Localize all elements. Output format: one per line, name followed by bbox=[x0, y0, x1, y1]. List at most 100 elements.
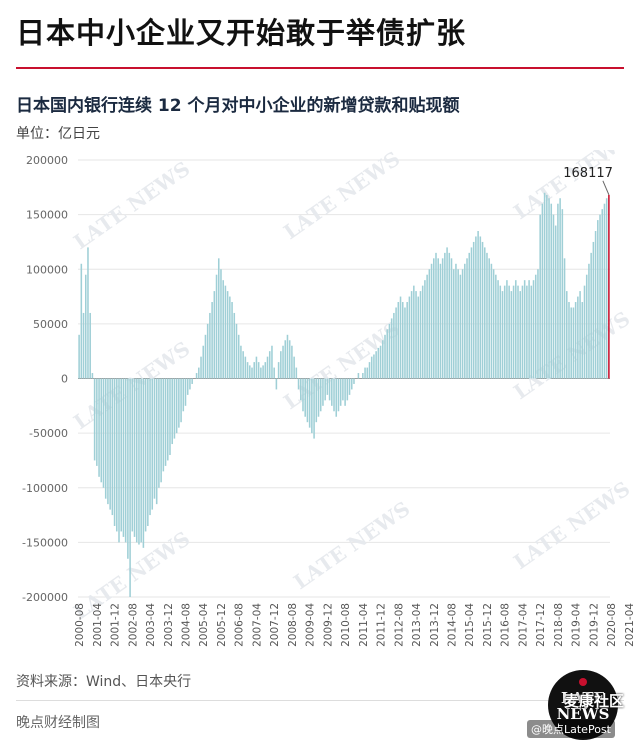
bar bbox=[373, 354, 375, 379]
x-tick-label: 2007-12 bbox=[269, 603, 281, 647]
bar bbox=[291, 345, 293, 379]
bar bbox=[171, 378, 173, 445]
watermark-en: @晚点LatePost bbox=[527, 720, 615, 738]
watermark-cn: 麦康社区 bbox=[564, 692, 625, 710]
bar bbox=[546, 194, 548, 379]
bar bbox=[333, 378, 335, 412]
bar bbox=[328, 378, 331, 401]
bar-chart: LATE NEWS LATE NEWS LATE NEWS LATE NEWS LATE… bbox=[22, 150, 636, 647]
bar bbox=[118, 378, 120, 543]
late-news-logo: LATE NEWS bbox=[548, 670, 618, 740]
bar bbox=[446, 247, 448, 379]
bar bbox=[401, 302, 404, 379]
bar bbox=[166, 378, 169, 461]
bar bbox=[594, 231, 597, 379]
bar bbox=[439, 263, 442, 379]
bar bbox=[537, 269, 539, 379]
bar bbox=[506, 280, 508, 379]
x-tick-label: 2017-12 bbox=[535, 603, 547, 647]
bar bbox=[244, 356, 247, 379]
bar bbox=[346, 378, 349, 401]
bar bbox=[521, 285, 524, 379]
bar bbox=[344, 378, 346, 406]
y-tick-label: -50000 bbox=[29, 427, 68, 440]
bar bbox=[519, 291, 522, 379]
bar bbox=[184, 378, 187, 406]
bar bbox=[430, 263, 433, 379]
bar bbox=[350, 378, 353, 390]
y-tick-label: 100000 bbox=[26, 263, 68, 276]
bar bbox=[508, 285, 510, 379]
bar bbox=[173, 378, 176, 439]
bar bbox=[273, 367, 275, 379]
bar bbox=[299, 378, 302, 401]
bar bbox=[180, 378, 182, 423]
x-tick-label: 2019-04 bbox=[571, 603, 583, 647]
bar bbox=[601, 209, 604, 379]
x-tick-label: 2004-08 bbox=[181, 603, 193, 647]
bar bbox=[326, 378, 329, 395]
bar bbox=[501, 291, 504, 379]
bar bbox=[410, 291, 413, 379]
bar bbox=[534, 274, 537, 379]
bar bbox=[249, 365, 251, 379]
bar bbox=[464, 263, 466, 379]
bar bbox=[78, 334, 80, 379]
x-tick-label: 2018-08 bbox=[553, 603, 565, 647]
bar bbox=[297, 378, 300, 390]
bar bbox=[277, 362, 280, 379]
bar bbox=[437, 258, 439, 379]
bar bbox=[548, 198, 550, 379]
bar bbox=[262, 365, 264, 379]
y-tick-label: -100000 bbox=[22, 482, 68, 495]
bar bbox=[577, 296, 579, 379]
bar bbox=[335, 378, 338, 417]
bar bbox=[435, 252, 437, 379]
footer-divider bbox=[16, 700, 624, 701]
bar bbox=[268, 351, 271, 379]
bar bbox=[488, 258, 490, 379]
bar bbox=[472, 241, 475, 379]
bar bbox=[382, 340, 384, 379]
x-tick-label: 2009-12 bbox=[322, 603, 334, 647]
bar bbox=[144, 378, 147, 532]
bar bbox=[231, 302, 233, 379]
bar bbox=[138, 378, 140, 545]
bar bbox=[441, 258, 444, 379]
bar bbox=[288, 340, 291, 379]
bar bbox=[308, 378, 311, 428]
bar bbox=[264, 362, 267, 379]
bar bbox=[124, 378, 127, 543]
bar bbox=[189, 378, 191, 390]
x-tick-label: 2011-04 bbox=[358, 603, 370, 647]
bar bbox=[220, 269, 222, 379]
credit-note: 晚点财经制图 bbox=[16, 715, 100, 731]
x-tick-label: 2005-04 bbox=[198, 603, 210, 647]
bar bbox=[251, 367, 253, 379]
bar bbox=[386, 329, 389, 379]
bar bbox=[572, 307, 575, 379]
bar bbox=[579, 291, 581, 379]
bar bbox=[204, 334, 207, 379]
headline-rule bbox=[16, 67, 624, 69]
annotation: 168117 bbox=[563, 166, 613, 196]
bar bbox=[122, 378, 125, 537]
x-tick-label: 2016-08 bbox=[500, 603, 512, 647]
bar bbox=[178, 378, 180, 428]
bar bbox=[226, 291, 229, 379]
bar bbox=[284, 340, 287, 379]
bar bbox=[419, 291, 422, 379]
bar bbox=[153, 378, 156, 499]
x-tick-label: 2012-08 bbox=[393, 603, 405, 647]
bar bbox=[169, 378, 171, 455]
x-tick-label: 2000-08 bbox=[74, 603, 86, 647]
bar bbox=[235, 323, 238, 379]
bar bbox=[368, 362, 371, 379]
y-tick-label: 150000 bbox=[26, 209, 68, 222]
logo-line-2: NEWS bbox=[556, 705, 610, 723]
bar bbox=[495, 274, 497, 379]
x-tick-label: 2001-12 bbox=[110, 603, 122, 647]
bar bbox=[293, 356, 295, 379]
y-tick-label: 200000 bbox=[26, 154, 68, 167]
bar bbox=[135, 378, 138, 543]
